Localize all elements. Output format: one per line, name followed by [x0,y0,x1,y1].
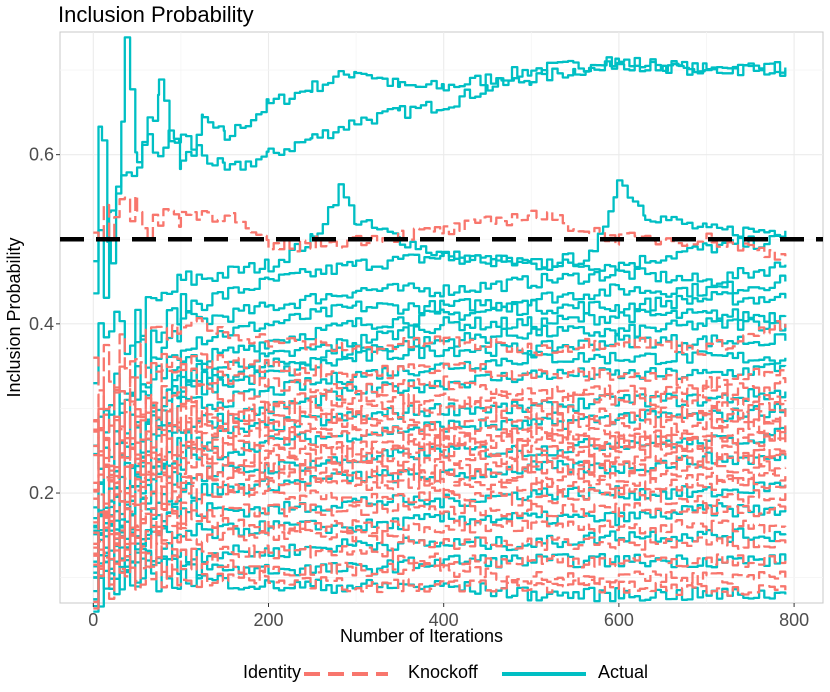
knockoff-series-line [93,516,787,610]
x-axis-label: Number of Iterations [340,626,503,646]
knockoff-series-line [93,363,787,460]
legend-title: Identity [243,662,302,682]
actual-series-line [93,36,787,295]
knockoff-series-line [93,399,787,472]
knockoff-series-line [93,317,787,430]
actual-series-line [93,350,787,579]
knockoff-series-line [93,484,787,578]
knockoff-series-line [93,510,787,555]
actual-series-line [93,233,787,456]
y-tick-label: 0.6 [29,145,54,165]
y-tick-label: 0.4 [29,314,54,334]
actual-series-line [93,291,787,532]
knockoff-series-line [93,456,787,506]
knockoff-series-line [93,501,787,570]
y-tick-label: 0.2 [29,483,54,503]
x-tick-label: 600 [604,610,634,630]
knockoff-series-line [93,430,787,501]
knockoff-series-line [93,194,787,261]
legend-label-actual: Actual [598,662,649,682]
chart-title: Inclusion Probability [58,2,254,27]
x-tick-label: 0 [88,610,98,630]
x-tick-label: 200 [253,610,283,630]
actual-series-line [93,56,787,299]
legend-key-actual [502,672,586,676]
knockoff-series-line [93,466,787,549]
actual-series-line [93,481,787,601]
knockoff-series-line [93,352,787,411]
legend-key-knockoff [304,672,388,676]
actual-series-line [93,502,787,593]
knockoff-series-line [93,473,787,555]
knockoff-series-line [93,440,787,524]
knockoff-series-line [93,405,787,492]
knockoff-series-line [93,415,787,485]
knockoff-series-line [93,447,787,521]
y-axis-label: Inclusion Probability [4,237,24,397]
x-tick-label: 800 [779,610,809,630]
legend-label-knockoff: Knockoff [408,662,478,682]
x-tick-label: 400 [429,610,459,630]
actual-series-line [93,333,787,568]
actual-series-line [93,261,787,470]
actual-series-line [93,532,787,608]
knockoff-series-line [93,536,787,604]
actual-series-line [93,274,787,512]
legend: Identity Knockoff Actual [0,660,830,688]
knockoff-series-line [93,384,787,459]
actual-series-line [93,179,787,385]
knockoff-series-line [93,502,787,565]
